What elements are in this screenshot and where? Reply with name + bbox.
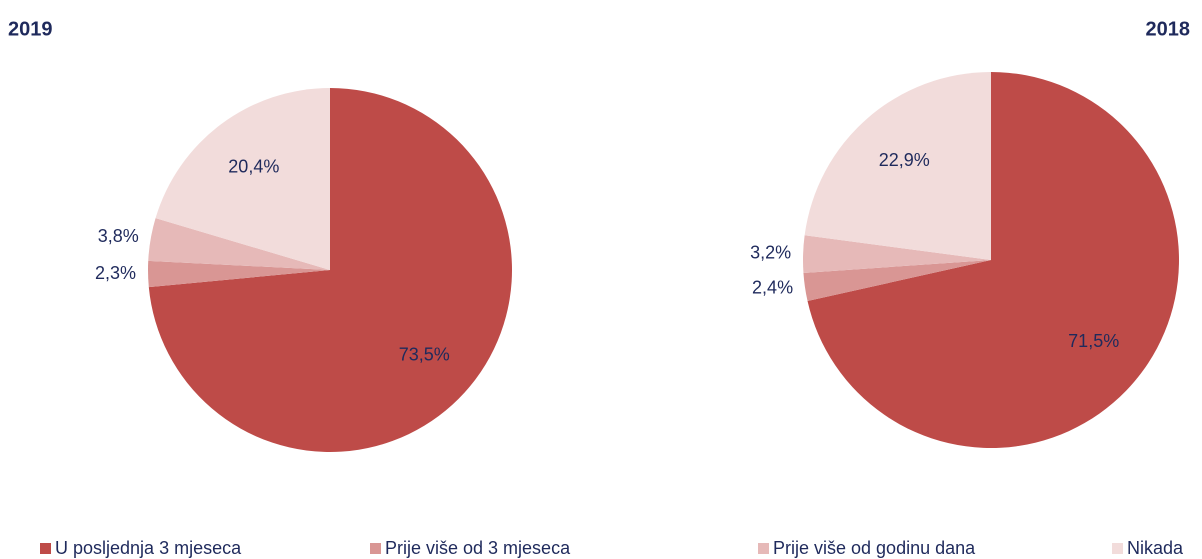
legend-swatch	[40, 543, 51, 554]
data-label: 20,4%	[228, 157, 279, 177]
data-label: 2,3%	[95, 263, 136, 283]
chart-title: 2019	[8, 18, 53, 40]
legend-label: Prije više od godinu dana	[773, 538, 976, 558]
chart-title: 2018	[1146, 18, 1191, 40]
pie-slice	[148, 218, 330, 270]
legend-label: Nikada	[1127, 538, 1184, 558]
data-label: 71,5%	[1068, 331, 1119, 351]
legend-label: U posljednja 3 mjeseca	[55, 538, 242, 558]
pie-slice	[804, 72, 991, 260]
pie-slice	[148, 88, 512, 452]
pie-slice	[155, 88, 330, 270]
pie-slice	[803, 260, 991, 302]
data-label: 73,5%	[399, 344, 450, 364]
legend-swatch	[370, 543, 381, 554]
data-label: 3,8%	[98, 226, 139, 246]
legend-swatch	[1112, 543, 1123, 554]
legend-swatch	[758, 543, 769, 554]
pie-slice	[148, 260, 330, 288]
data-label: 22,9%	[879, 150, 930, 170]
pie-slice	[802, 235, 991, 273]
data-label: 3,2%	[750, 242, 791, 262]
pie-slice	[807, 72, 1179, 448]
legend-label: Prije više od 3 mjeseca	[385, 538, 571, 558]
data-label: 2,4%	[752, 278, 793, 298]
